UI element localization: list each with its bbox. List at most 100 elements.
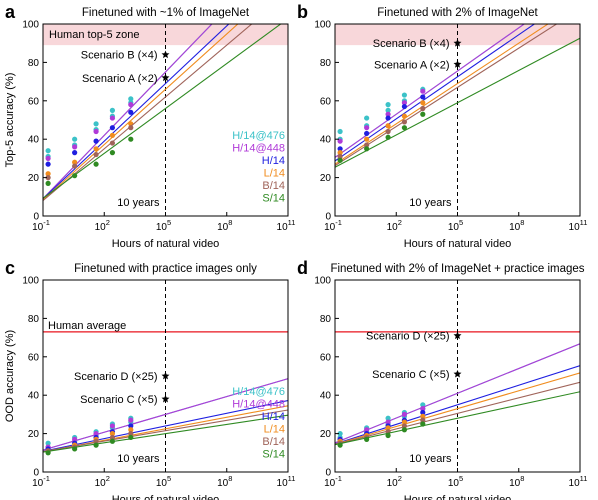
fit-line-s-14 (43, 24, 282, 199)
x-tick-exponent: 5 (167, 474, 171, 483)
data-point-s-14 (45, 180, 51, 186)
panel-letter: d (297, 258, 308, 278)
x-tick-exponent: -1 (43, 218, 50, 227)
data-point-s-14 (109, 150, 116, 156)
fit-line-b-14 (43, 24, 253, 202)
data-point-h-14-448 (364, 125, 370, 131)
legend-entry: L/14 (264, 424, 285, 436)
x-tick-base: 10 (95, 222, 107, 233)
data-point-h-14-448 (385, 419, 391, 425)
x-tick-base: 10 (387, 478, 399, 489)
x-tick-base: 10 (509, 222, 521, 233)
data-point-h-14 (385, 115, 391, 121)
data-point-l-14 (420, 100, 426, 106)
legend-entry: S/14 (262, 449, 285, 461)
legend-entry: B/14 (262, 180, 285, 192)
data-point-l-14 (45, 171, 51, 177)
scenario-star (161, 50, 170, 59)
data-point-l-14 (109, 132, 116, 138)
data-point-b-14 (420, 105, 426, 112)
data-point-h-14-448 (72, 144, 78, 150)
x-tick-exponent: 8 (228, 474, 232, 483)
x-tick-exponent: 5 (167, 218, 171, 227)
data-point-b-14 (420, 417, 426, 423)
data-point-l-14 (337, 150, 343, 156)
data-point-h-14-448 (93, 431, 99, 437)
y-tick-label: 100 (314, 276, 331, 287)
ten-years-label: 10 years (117, 453, 160, 465)
y-tick-label: 80 (320, 58, 332, 69)
y-tick-label: 60 (320, 352, 332, 363)
scenario-star (161, 394, 170, 403)
x-tick-exponent: -1 (43, 474, 50, 483)
x-tick-base: 10 (324, 478, 336, 489)
data-point-s-14 (385, 134, 391, 140)
data-point-l-14 (364, 136, 370, 142)
x-tick-exponent: 2 (398, 474, 402, 483)
y-tick-label: 20 (28, 429, 40, 440)
panel-title: Finetuned with practice images only (74, 263, 257, 275)
x-tick-label: 1011 (569, 474, 588, 489)
data-point-h-14 (45, 161, 51, 167)
legend-entry: B/14 (262, 436, 285, 448)
data-point-s-14 (128, 434, 134, 441)
y-tick-label: 20 (320, 429, 332, 440)
y-axis-label: Top-5 accuracy (%) (4, 73, 16, 168)
data-point-l-14 (93, 146, 99, 152)
y-tick-label: 80 (28, 58, 40, 69)
legend-entry: H/14@476 (232, 130, 285, 142)
data-point-h-14 (72, 150, 78, 156)
y-tick-label: 20 (28, 173, 40, 184)
panel-d: 10 years Scenario D (×25) Scenario C (×5) 0… (297, 258, 587, 500)
data-point-h-14-476 (72, 136, 78, 142)
y-axis-label: OOD accuracy (%) (4, 330, 16, 422)
scenario-label: Scenario A (×2) (82, 73, 158, 85)
x-tick-exponent: 11 (288, 474, 296, 483)
data-point-s-14 (128, 136, 134, 142)
data-point-b-14 (93, 151, 99, 158)
y-tick-label: 80 (320, 314, 332, 325)
data-point-h-14-448 (45, 155, 51, 161)
x-tick-label: 102 (387, 474, 402, 489)
data-point-h-14-448 (93, 128, 99, 135)
fit-line-h-14 (43, 400, 288, 452)
x-tick-exponent: 2 (398, 218, 402, 227)
data-point-s-14 (72, 446, 78, 452)
y-tick-label: 100 (22, 276, 39, 287)
y-tick-label: 60 (28, 96, 40, 107)
legend-entry: H/14@448 (232, 399, 285, 411)
legend-entry: H/14 (262, 411, 285, 423)
panel-letter: c (5, 258, 15, 278)
data-point-l-14 (128, 427, 134, 433)
x-tick-base: 10 (217, 478, 229, 489)
data-point-h-14-476 (128, 96, 134, 102)
panel-title: Finetuned with 2% of ImageNet (377, 7, 538, 19)
x-tick-base: 10 (448, 478, 460, 489)
x-tick-label: 10-1 (32, 474, 50, 489)
data-point-b-14 (337, 153, 343, 160)
panel-letter: a (5, 2, 16, 22)
scenario-star (161, 73, 170, 82)
y-tick-label: 0 (325, 212, 331, 223)
data-point-b-14 (109, 140, 116, 146)
data-point-b-14 (128, 125, 134, 131)
y-tick-label: 40 (320, 135, 332, 146)
human-average-label: Human average (48, 320, 126, 332)
fit-line-h-14 (335, 24, 536, 162)
x-tick-label: 1011 (277, 218, 296, 233)
data-point-h-14-448 (72, 436, 78, 442)
data-area (335, 24, 580, 168)
x-tick-base: 10 (569, 222, 581, 233)
data-point-s-14 (385, 432, 391, 439)
data-point-h-14-476 (109, 107, 116, 113)
x-tick-exponent: 11 (580, 474, 588, 483)
y-tick-label: 0 (33, 468, 39, 479)
data-point-b-14 (128, 431, 134, 437)
x-tick-label: 10-1 (32, 218, 50, 233)
data-point-h-14 (337, 146, 343, 152)
legend-entry: S/14 (262, 193, 285, 205)
data-point-b-14 (109, 434, 116, 441)
data-point-s-14 (337, 157, 343, 163)
data-point-b-14 (401, 423, 408, 429)
x-tick-base: 10 (324, 222, 336, 233)
